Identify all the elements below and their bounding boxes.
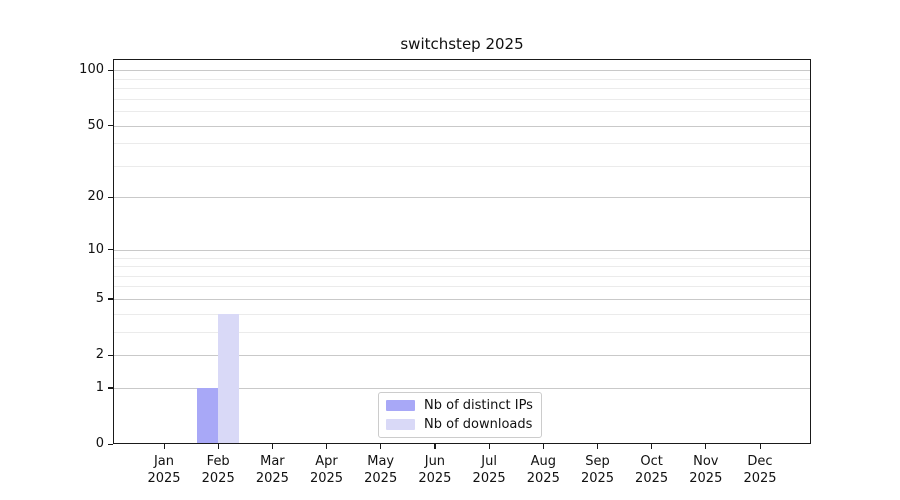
legend-swatch-downloads [386,419,415,430]
x-tick-label: Jun 2025 [403,453,467,487]
x-tick-year: 2025 [201,471,235,486]
x-tick-year: 2025 [255,471,289,486]
x-tick-month: May [367,454,395,469]
grid-line-minor [114,266,810,267]
y-tick-label: 1 [95,379,104,395]
legend: Nb of distinct IPs Nb of downloads [378,392,542,438]
x-tick-month: Jun [424,454,446,469]
x-tick-label: Feb 2025 [186,453,250,487]
x-tick [326,444,328,449]
x-tick-label: Oct 2025 [620,453,684,487]
grid-line-minor [114,286,810,288]
legend-entry-distinct-ips: Nb of distinct IPs [386,398,533,413]
y-tick [108,125,113,127]
grid-line-minor [114,165,810,167]
x-tick [705,444,707,449]
grid-line-major [114,249,810,251]
grid-line-minor [114,275,810,277]
x-tick [163,444,165,449]
y-tick-label: 5 [95,290,104,306]
legend-label-distinct-ips: Nb of distinct IPs [424,398,533,413]
y-tick-label: 100 [79,62,104,78]
x-tick-year: 2025 [147,471,181,486]
x-tick-label: Jul 2025 [457,453,521,487]
x-tick [271,444,274,449]
grid-line-minor [114,78,810,80]
x-tick [488,444,490,449]
y-tick-label: 20 [87,189,104,205]
y-tick-label: 2 [95,347,104,362]
x-tick-year: 2025 [309,471,344,486]
x-tick-label: May 2025 [349,453,413,487]
y-tick [108,249,113,251]
grid-line-major [114,298,810,300]
chart-title: switchstep 2025 [400,35,524,53]
legend-swatch-distinct-ips [386,400,415,411]
x-tick-year: 2025 [526,471,560,486]
y-tick-label: 50 [87,117,104,133]
x-tick-year: 2025 [635,471,669,486]
y-tick-label: 10 [87,241,104,257]
y-tick [108,443,113,445]
y-tick [108,196,113,199]
y-tick [108,354,113,356]
grid-line-major [114,125,810,127]
x-tick-label: Mar 2025 [240,453,304,487]
x-tick-month: Aug [530,454,556,469]
x-tick-month: Jul [481,454,497,469]
x-tick-label: Apr 2025 [295,453,359,487]
x-tick-label: Jan 2025 [132,453,196,487]
x-tick-month: Mar [260,454,285,469]
x-tick [759,444,761,449]
y-tick-label: 0 [95,436,104,451]
x-tick-year: 2025 [580,471,615,486]
plot-area [113,59,811,444]
grid-line-minor [114,313,810,315]
x-tick-month: Sep [585,454,610,469]
grid-line-minor [114,111,810,113]
x-tick-label: Dec 2025 [728,453,792,487]
grid-line-minor [114,331,810,333]
y-tick [108,298,113,300]
x-tick-month: Feb [206,454,230,469]
grid-line-major [114,70,810,72]
x-tick-month: Nov [693,454,719,469]
x-tick-month: Dec [747,454,773,469]
x-tick [597,444,599,449]
x-tick-month: Oct [640,454,663,469]
grid-line-minor [114,257,810,259]
x-tick [380,444,382,449]
x-tick-month: Apr [315,454,338,469]
grid-line-minor [114,98,810,100]
x-tick [434,444,436,449]
grid-line-major [114,355,810,356]
grid-line-major [114,387,810,389]
y-tick [108,387,113,389]
grid-line-minor [114,143,810,145]
x-tick-year: 2025 [743,471,777,486]
x-tick [217,444,219,449]
x-tick-label: Sep 2025 [566,453,630,487]
x-tick-year: 2025 [472,471,506,486]
y-tick [108,69,113,71]
bar-downloads [218,313,240,443]
x-tick-year: 2025 [418,471,452,486]
legend-entry-downloads: Nb of downloads [386,417,533,432]
x-tick [542,444,544,449]
grid-line-minor [114,88,810,90]
x-tick [651,444,653,449]
x-tick-month: Jan [153,454,175,469]
x-tick-year: 2025 [364,471,398,486]
x-tick-label: Aug 2025 [511,453,575,487]
grid-line-major [114,197,810,199]
legend-label-downloads: Nb of downloads [424,417,533,432]
x-tick-label: Nov 2025 [674,453,738,487]
bar-distinct-ips [197,387,219,443]
x-tick-year: 2025 [689,471,723,486]
